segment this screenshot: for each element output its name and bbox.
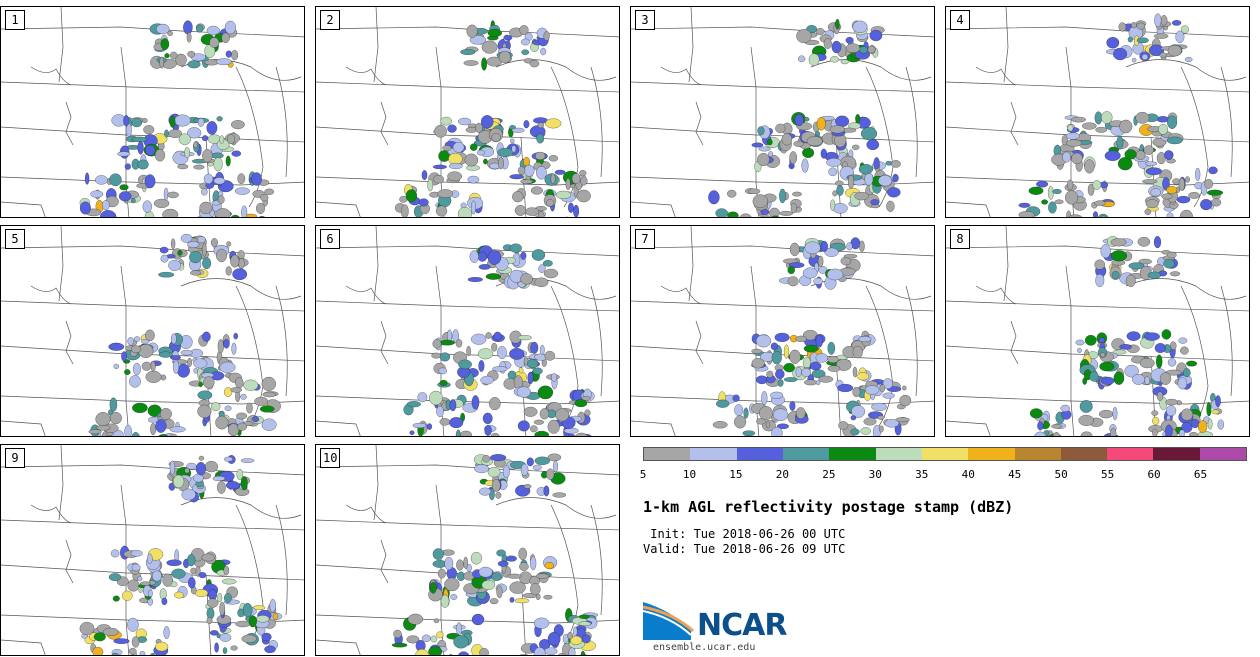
reflectivity-map xyxy=(631,7,934,217)
colorbar-tick-label: 60 xyxy=(1147,468,1161,481)
postage-stamp-panel: 4 xyxy=(945,6,1250,218)
reflectivity-map xyxy=(946,226,1249,436)
init-time: Init: Tue 2018-06-26 00 UTC xyxy=(643,527,846,541)
reflectivity-map xyxy=(316,7,619,217)
panel-member-label: 2 xyxy=(320,10,340,30)
colorbar-swatch xyxy=(921,448,969,460)
colorbar-tick-label: 20 xyxy=(775,468,789,481)
colorbar-swatch xyxy=(875,448,922,460)
postage-stamp-panel: 5 xyxy=(0,225,305,437)
reflectivity-map xyxy=(1,226,304,436)
colorbar-tick-label: 65 xyxy=(1193,468,1208,481)
colorbar-swatch xyxy=(968,448,1015,460)
colorbar-tick-label: 15 xyxy=(729,468,743,481)
colorbar-tick-label: 5 xyxy=(639,468,647,481)
ncar-logo-icon xyxy=(643,602,695,640)
reflectivity-colorbar xyxy=(643,447,1247,461)
colorbar-swatch xyxy=(1199,448,1247,460)
ncar-logo-text: NCAR xyxy=(697,608,787,643)
postage-stamp-panel: 6 xyxy=(315,225,620,437)
reflectivity-map xyxy=(946,7,1249,217)
colorbar-swatch xyxy=(1014,448,1061,460)
colorbar-tick-label: 45 xyxy=(1008,468,1022,481)
reflectivity-map xyxy=(1,7,304,217)
panel-member-label: 8 xyxy=(950,229,970,249)
colorbar-tick-label: 10 xyxy=(682,468,697,481)
colorbar-tick-label: 50 xyxy=(1054,468,1068,481)
colorbar-tick-label: 35 xyxy=(915,468,929,481)
postage-stamp-panel: 3 xyxy=(630,6,935,218)
colorbar-swatch xyxy=(782,448,830,460)
reflectivity-map xyxy=(631,226,934,436)
colorbar-swatch xyxy=(829,448,876,460)
colorbar-swatch xyxy=(1107,448,1154,460)
panel-member-label: 6 xyxy=(320,229,340,249)
reflectivity-map xyxy=(316,445,619,655)
colorbar-tick-label: 30 xyxy=(868,468,882,481)
panel-member-label: 4 xyxy=(950,10,970,30)
panel-member-label: 1 xyxy=(5,10,25,30)
colorbar-swatch xyxy=(1153,448,1200,460)
panel-member-label: 3 xyxy=(635,10,655,30)
figure-title: 1-km AGL reflectivity postage stamp (dBZ… xyxy=(643,498,1014,516)
panel-member-label: 5 xyxy=(5,229,25,249)
postage-stamp-panel: 9 xyxy=(0,444,305,656)
valid-time: Valid: Tue 2018-06-26 09 UTC xyxy=(643,542,846,556)
colorbar-tick-label: 40 xyxy=(961,468,975,481)
colorbar-swatch xyxy=(1060,448,1108,460)
reflectivity-map xyxy=(1,445,304,655)
reflectivity-map xyxy=(316,226,619,436)
postage-stamp-panel: 7 xyxy=(630,225,935,437)
postage-stamp-panel: 8 xyxy=(945,225,1250,437)
colorbar-swatch xyxy=(690,448,737,460)
postage-stamp-panel: 2 xyxy=(315,6,620,218)
logo-url: ensemble.ucar.edu xyxy=(653,642,756,653)
panel-member-label: 9 xyxy=(5,448,25,468)
postage-stamp-panel: 10 xyxy=(315,444,620,656)
panel-member-label: 10 xyxy=(320,448,341,468)
colorbar-tick-label: 25 xyxy=(822,468,836,481)
colorbar-tick-label: 55 xyxy=(1100,468,1115,481)
postage-stamp-panel: 1 xyxy=(0,6,305,218)
panel-member-label: 7 xyxy=(635,229,655,249)
colorbar-swatch xyxy=(644,448,691,460)
colorbar-swatch xyxy=(736,448,783,460)
